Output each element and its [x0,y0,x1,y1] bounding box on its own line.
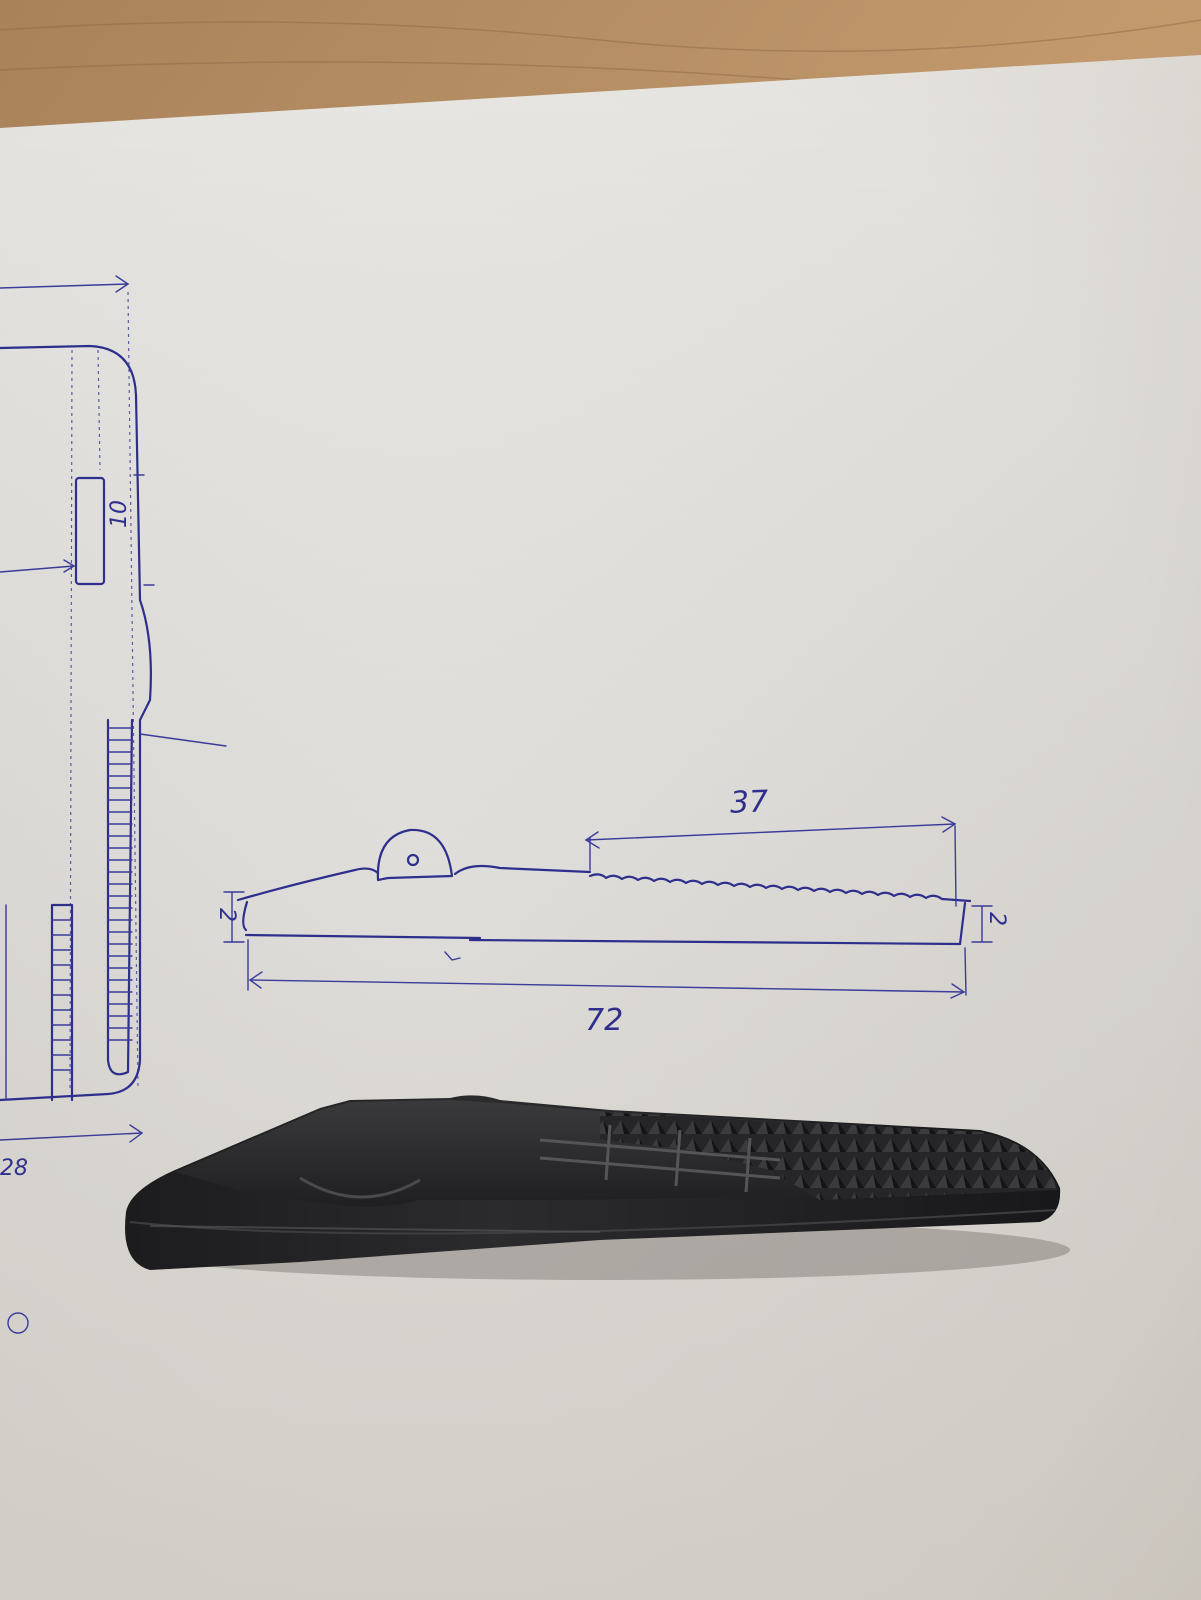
side-view-sketch: 37 72 2 2 [214,784,1009,1038]
left-sketch-top-view: 10 28 [0,275,227,1334]
right-height-label: 2 [984,912,1009,926]
slot-dimension-label: 10 [107,500,132,528]
partial-width-label: 28 [0,1156,28,1181]
wedge-grid-rib [539,1124,781,1193]
serrated-edge [588,873,972,903]
wedge-front-edge [129,1209,1056,1235]
wedge-groove [299,1176,421,1199]
black-plastic-wedge [125,1095,1061,1270]
serrated-length-label: 37 [729,784,768,820]
left-height-label: 2 [214,908,239,922]
wedge-teeth [600,1112,1058,1200]
total-length-label: 72 [585,1003,623,1038]
wedge-highlight [149,1225,601,1233]
paper-shade [0,55,1201,1600]
